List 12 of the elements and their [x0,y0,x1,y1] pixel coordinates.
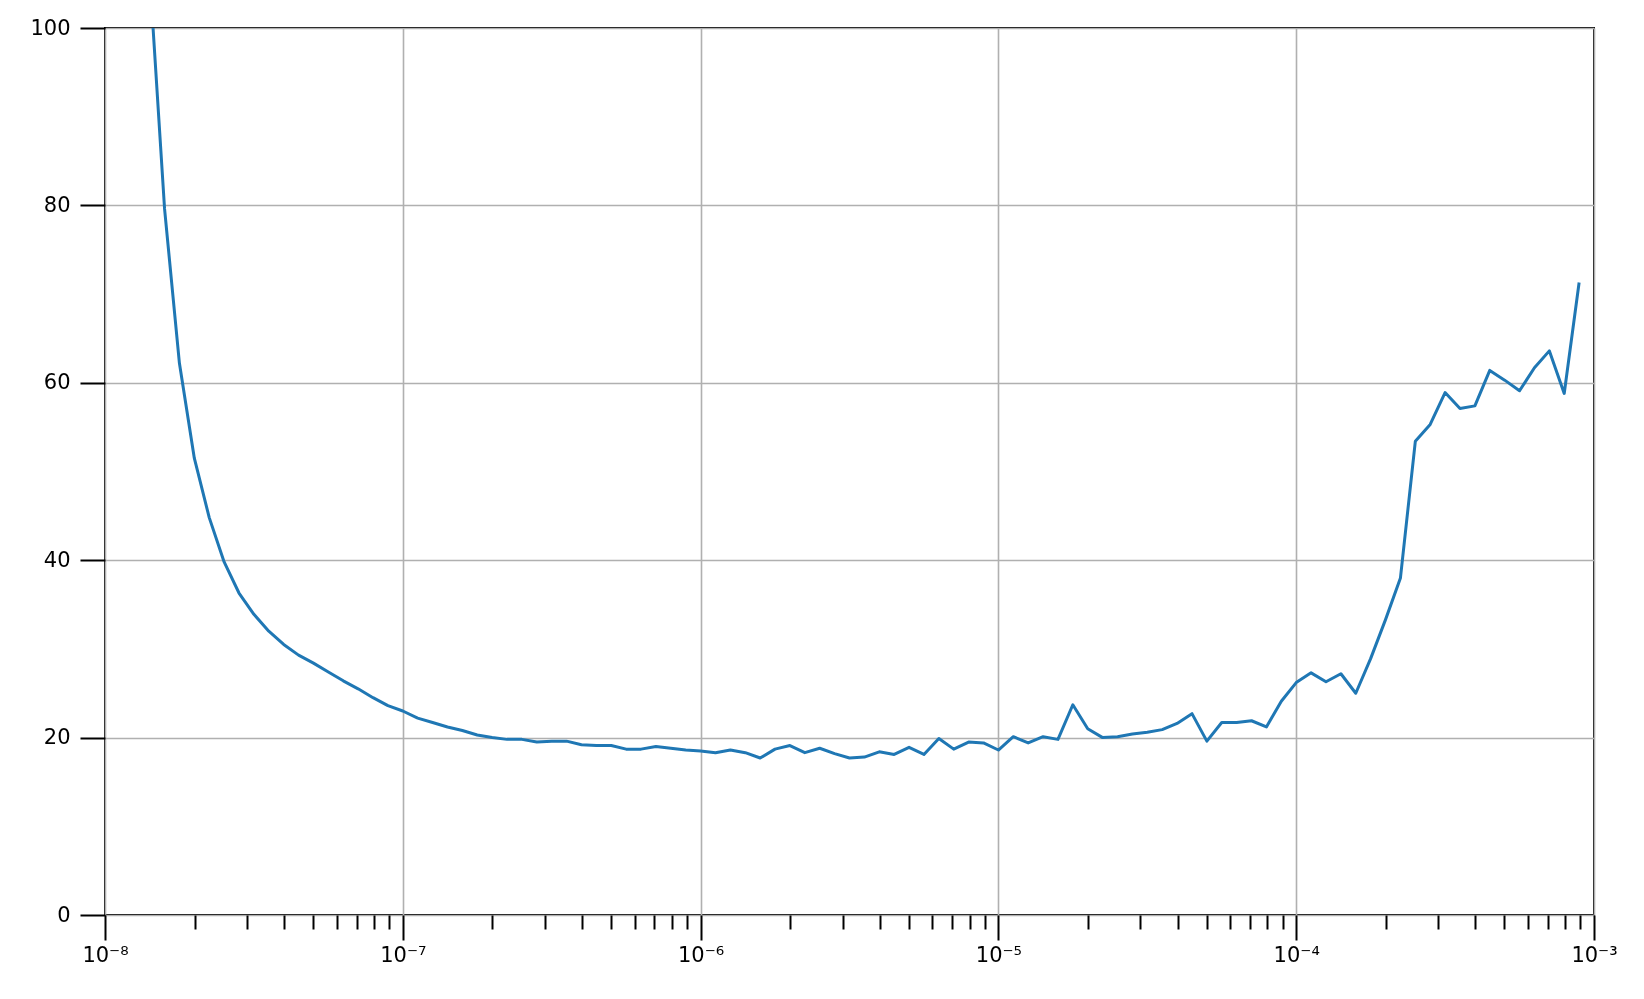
y-tick-label: 0 [57,902,71,927]
y-tick-label: 100 [30,15,71,40]
x-tick-label: 10⁻⁵ [975,942,1023,967]
x-tick-label: 10⁻⁷ [380,942,427,967]
y-tick-label: 40 [43,547,71,572]
x-tick-label: 10⁻⁴ [1273,942,1320,967]
x-tick-label: 10⁻⁸ [82,942,129,967]
x-tick-label: 10⁻⁶ [677,942,725,967]
y-tick-label: 20 [43,725,71,750]
y-tick-label: 80 [43,192,71,217]
y-tick-label: 60 [43,370,71,395]
x-tick-label: 10⁻³ [1571,942,1618,967]
